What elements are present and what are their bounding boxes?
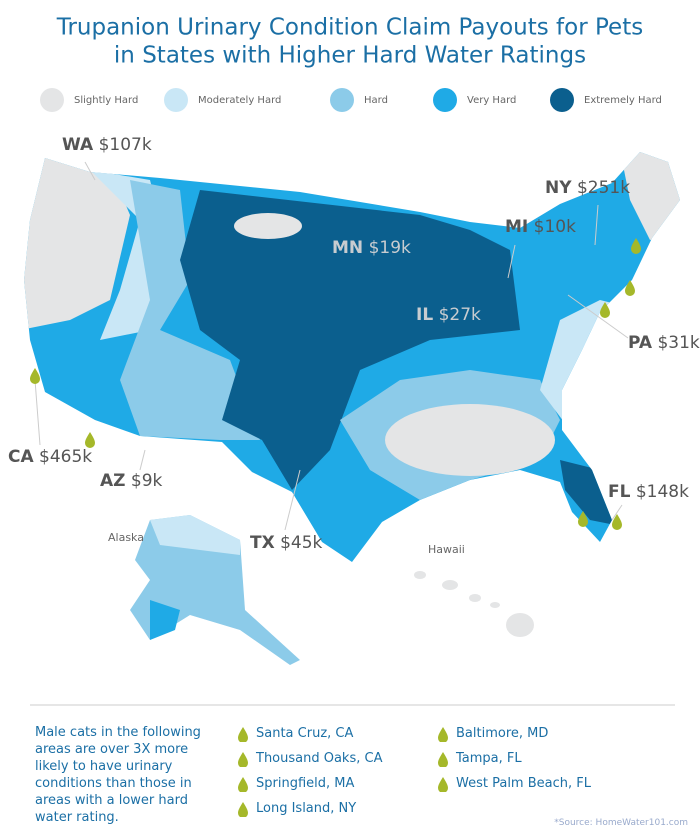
city: Thousand Oaks, CA [238,751,413,776]
pin [238,802,248,817]
pin [238,752,248,767]
state-label: NY $251k [545,178,630,198]
map-infographic: Trupanion Urinary Condition Claim Payout… [8,15,700,706]
legend-swatch [550,88,574,112]
state-label: FL $148k [608,482,689,502]
title: Trupanion Urinary Condition Claim Payout… [56,15,643,41]
region [120,180,260,440]
legend-swatch [40,88,64,112]
state-label: IL $27k [416,305,481,325]
city: West Palm Beach, FL [438,776,613,801]
pin [238,777,248,792]
pin [625,280,635,296]
place-label: Hawaii [428,543,465,556]
state-abbr: FL [608,482,631,502]
city: Baltimore, MD [438,726,613,751]
region [180,190,520,490]
state-payout: $148k [636,482,689,502]
city: Long Island, NY [238,801,413,826]
pin-icon [438,727,448,742]
pin-icon [238,752,248,767]
hawaii [414,571,534,637]
source: *Source: HomeWater101.com [554,818,688,828]
pin [612,514,622,530]
pin [238,727,248,742]
state-payout: $465k [39,447,92,467]
alaska [150,600,180,640]
state-label: CA $465k [8,447,92,467]
city: Springfield, MA [238,776,413,801]
region [24,152,130,330]
legend: Slightly Hard Moderately Hard Hard Very Har… [40,88,662,112]
pin [600,302,610,318]
pin-icon [238,802,248,817]
alaska [130,515,300,665]
city-name: Thousand Oaks, CA [256,751,383,766]
state-payout: $10k [534,217,576,237]
legend-label: Hard [364,95,388,106]
alaska [150,515,240,555]
state-payout: $31k [657,333,699,353]
pin-icon [438,752,448,767]
legend-label: Moderately Hard [198,95,281,106]
legend-label: Extremely Hard [584,95,662,106]
state-abbr: PA [628,333,653,353]
state-label: PA $31k [628,333,700,353]
legend-swatch [433,88,457,112]
city-name: West Palm Beach, FL [456,776,591,791]
state-abbr: TX [250,533,275,553]
region [560,460,615,525]
pins [30,238,641,530]
city-name: Springfield, MA [256,776,355,791]
city-name: Santa Cruz, CA [256,726,354,741]
legend-label: Slightly Hard [74,95,138,106]
state-label: MI $10k [505,217,576,237]
state-abbr: AZ [100,471,125,491]
state-payout: $27k [439,305,481,325]
legend-swatch [164,88,188,112]
state-payout: $19k [369,238,411,258]
pin [30,368,40,384]
state-label: AZ $9k [100,471,163,491]
state-abbr: WA [62,135,94,155]
title: in States with Higher Hard Water Ratings [114,43,586,69]
city: Santa Cruz, CA [238,726,413,751]
leader-lines [34,161,629,531]
legend-label: Very Hard [467,95,516,106]
note: Male cats in the following areas are ove… [35,725,201,825]
pin-icon [438,777,448,792]
state-payout: $251k [577,178,630,198]
state-label: TX $45k [250,533,323,553]
pin [438,752,448,767]
state-abbr: MI [505,217,528,237]
state-abbr: CA [8,447,34,467]
us-map [24,152,680,562]
pin [578,511,588,527]
region [234,213,302,239]
pin [438,727,448,742]
legend-swatch [330,88,354,112]
state-abbr: NY [545,178,572,198]
state-label: MN $19k [332,238,411,258]
state-payout: $107k [99,135,152,155]
city-name: Tampa, FL [456,751,522,766]
state-payout: $9k [131,471,163,491]
place-label: Alaska [108,531,144,544]
city-list: Santa Cruz, CA Thousand Oaks, CA Springfie… [238,726,638,826]
city: Tampa, FL [438,751,613,776]
pin [438,777,448,792]
state-abbr: MN [332,238,363,258]
region [385,404,555,476]
city-name: Baltimore, MD [456,726,549,741]
state-payout: $45k [280,533,322,553]
state-label: WA $107k [62,135,152,155]
city-name: Long Island, NY [256,801,357,816]
pin [631,238,641,254]
state-abbr: IL [416,305,433,325]
pin-icon [238,777,248,792]
pin [85,432,95,448]
pin-icon [238,727,248,742]
